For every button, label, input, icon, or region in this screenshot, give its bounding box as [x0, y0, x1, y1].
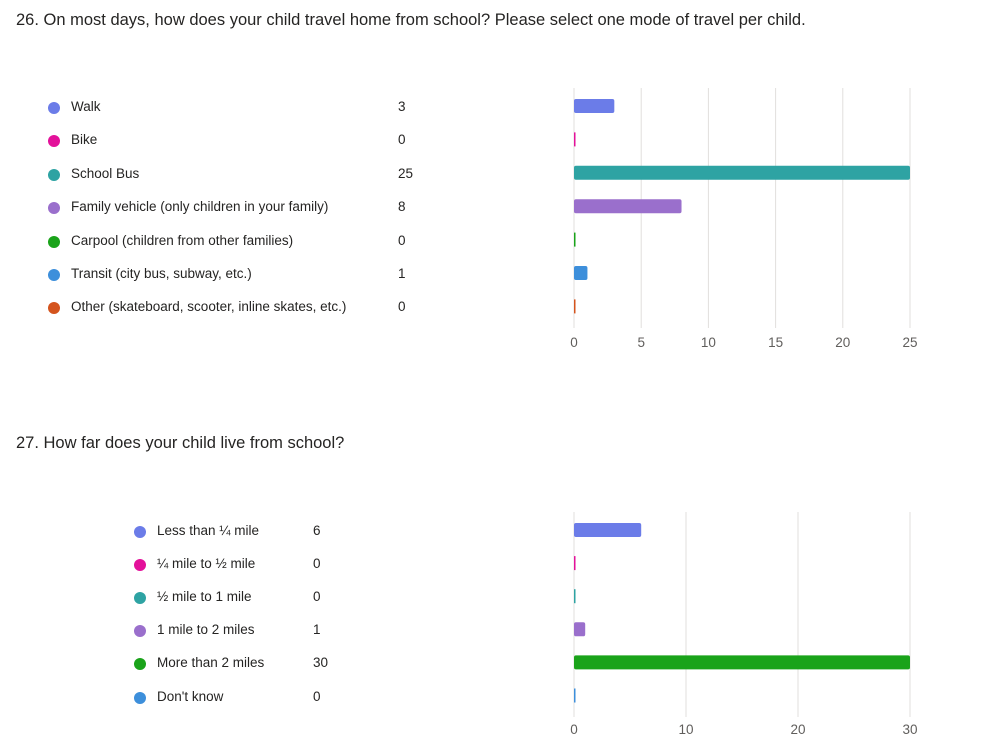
bar [574, 266, 588, 280]
legend-label: Less than ¼ mile [157, 523, 260, 538]
question-title: 26. On most days, how does your child tr… [16, 11, 806, 29]
legend-label: Other (skateboard, scooter, inline skate… [71, 299, 347, 315]
x-tick-label: 25 [902, 335, 917, 350]
bar [574, 655, 910, 670]
x-tick-label: 20 [835, 335, 850, 350]
bar-chart: 0 5 10 15 20 25 [570, 88, 918, 350]
bar [574, 232, 576, 247]
legend-color-dot [134, 592, 146, 605]
legend-item: Less than ¼ mile 6 [0, 522, 991, 542]
legend-color-dot [48, 135, 60, 148]
legend-count: 30 [313, 655, 329, 671]
legend-item: ½ mile to 1 mile 0 [0, 588, 991, 608]
legend-label: ¼ mile to ½ mile [157, 556, 256, 572]
legend-label: 1 mile to 2 miles [157, 622, 255, 638]
bar [574, 165, 910, 180]
bar [574, 299, 576, 314]
legend-label: Family vehicle (only children in your fa… [71, 199, 329, 215]
legend-count: 0 [313, 556, 321, 572]
legend-label: School Bus [71, 165, 140, 181]
legend-count: 0 [313, 589, 321, 605]
legend-item: Transit (city bus, subway, etc.) 1 [0, 265, 991, 285]
legend-label: Carpool (children from other families) [71, 232, 294, 248]
legend-count: 0 [398, 232, 406, 248]
x-tick-label: 5 [637, 335, 645, 350]
bar [574, 589, 576, 604]
legend-count: 0 [313, 688, 321, 704]
x-tick-label: 10 [678, 722, 693, 737]
x-tick-label: 0 [570, 722, 578, 737]
legend-color-dot [48, 302, 60, 315]
bar [574, 132, 576, 147]
bar [574, 99, 615, 113]
legend-label: Transit (city bus, subway, etc.) [71, 266, 252, 281]
bar [574, 622, 586, 637]
legend-count: 25 [398, 165, 414, 181]
x-tick-label: 20 [790, 722, 805, 737]
bar-chart: 0 10 20 30 [570, 512, 918, 737]
legend-count: 3 [398, 99, 406, 114]
legend-item: ¼ mile to ½ mile 0 [0, 555, 991, 575]
legend-color-dot [48, 235, 60, 248]
legend-label: Don't know [157, 688, 224, 704]
legend-label: ½ mile to 1 mile [157, 589, 252, 605]
bar [574, 688, 576, 703]
x-tick-label: 0 [570, 335, 578, 350]
legend-color-dot [134, 658, 146, 671]
legend-color-dot [48, 168, 60, 181]
legend-item: Other (skateboard, scooter, inline skate… [0, 298, 991, 318]
legend-count: 0 [398, 132, 406, 148]
x-tick-label: 30 [902, 722, 917, 737]
legend-item: 1 mile to 2 miles 1 [0, 621, 991, 641]
legend-color-dot [48, 269, 60, 281]
legend-count: 1 [398, 266, 406, 281]
legend-color-dot [48, 102, 60, 114]
legend-label: Bike [71, 132, 98, 148]
legend-color-dot [134, 559, 146, 572]
x-tick-label: 10 [701, 335, 716, 350]
legend-color-dot [48, 202, 60, 215]
bar [574, 556, 576, 571]
legend-count: 0 [398, 299, 406, 315]
legend-count: 1 [313, 622, 321, 638]
bar [574, 199, 682, 214]
legend-item: Bike 0 [0, 131, 991, 151]
legend-item: More than 2 miles 30 [0, 654, 991, 674]
question-title: 27. How far does your child live from sc… [16, 434, 345, 452]
legend-color-dot [134, 691, 146, 704]
legend-color-dot [134, 526, 146, 538]
legend-item: Family vehicle (only children in your fa… [0, 198, 991, 218]
legend-item: Don't know 0 [0, 688, 991, 708]
legend-count: 8 [398, 199, 406, 215]
legend-label: More than 2 miles [157, 655, 265, 671]
legend-item: Walk 3 [0, 98, 991, 118]
legend-count: 6 [313, 523, 321, 538]
legend-color-dot [134, 625, 146, 638]
bar [574, 523, 642, 537]
legend-item: School Bus 25 [0, 165, 991, 185]
legend-item: Carpool (children from other families) 0 [0, 232, 991, 252]
legend-label: Walk [71, 99, 101, 114]
x-tick-label: 15 [768, 335, 783, 350]
